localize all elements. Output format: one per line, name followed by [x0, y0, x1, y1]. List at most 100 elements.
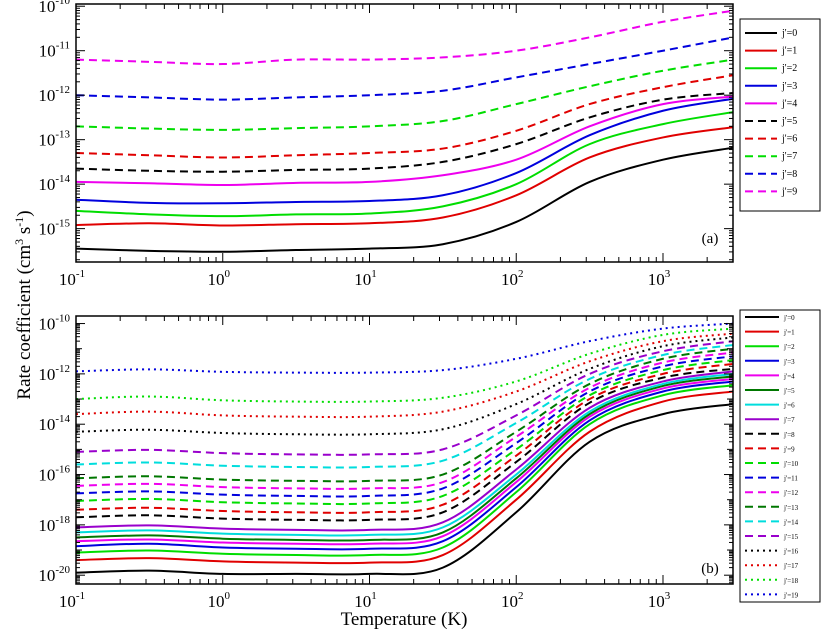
x-axis-label: Temperature (K)	[341, 609, 468, 630]
series-line-j-2	[76, 384, 733, 557]
legend-label: j'=15	[783, 533, 799, 541]
series-line-j-5	[76, 92, 733, 173]
series-line-j-0	[76, 146, 733, 253]
x-tick-label: 102	[501, 590, 524, 611]
series-line-j-5	[76, 375, 733, 542]
y-axis-label-sup2: -1	[12, 217, 26, 227]
legend-label: j'=2	[781, 63, 797, 74]
legend-label: j'=9	[783, 445, 795, 453]
series-line-j-18	[76, 327, 733, 403]
series-line-j-11	[76, 355, 733, 498]
legend-box	[739, 309, 821, 603]
x-tick-label: 101	[354, 590, 377, 611]
y-tick-label: 10-11	[39, 40, 70, 61]
series-line-j-1	[76, 126, 733, 227]
legend-label: j'=13	[783, 504, 799, 512]
series-line-j-3	[76, 380, 733, 551]
legend-label: j'=1	[783, 329, 795, 337]
plot-frame	[75, 3, 734, 263]
y-axis-label: Rate coefficient (cm3 s-1)	[12, 210, 35, 399]
panel-tag: (b)	[701, 561, 719, 577]
legend-label: j'=3	[781, 81, 797, 92]
series-line-j-1	[76, 390, 733, 565]
legend: j'=0 j'=1 j'=2 j'=3 j'=4 j'=5 j'=6 j'=7 j'=8 j'=9…	[739, 309, 821, 603]
y-tick-label: 10-14	[38, 173, 70, 194]
legend-label: j'=6	[781, 134, 797, 145]
x-tick-label: 101	[354, 268, 377, 289]
legend-label: j'=8	[783, 431, 795, 439]
x-tick-label: 103	[648, 590, 671, 611]
series-line-j-19	[76, 322, 733, 374]
series-line-j-3	[76, 97, 733, 205]
series-line-j-17	[76, 332, 733, 419]
legend-label: j'=4	[783, 372, 795, 380]
legend-label: j'=4	[781, 98, 797, 109]
y-tick-label: 10-16	[38, 464, 70, 485]
series-line-j-15	[76, 340, 733, 456]
legend-label: j'=5	[781, 116, 797, 127]
series-line-j-13	[76, 347, 733, 483]
legend-label: j'=9	[781, 186, 797, 197]
y-axis-label-base: Rate coefficient (cm	[14, 245, 35, 400]
y-tick-label: 10-13	[38, 129, 70, 150]
series-line-j-9	[76, 362, 733, 514]
y-tick-label: 10-12	[38, 84, 70, 105]
legend-label: j'=19	[783, 591, 799, 599]
y-axis-label-mid: s	[14, 227, 35, 239]
series-group	[76, 322, 733, 576]
x-tick-label: 10-1	[59, 268, 85, 289]
legend-label: j'=6	[783, 402, 795, 410]
series-line-j-7	[76, 370, 733, 532]
x-tick-label: 102	[501, 268, 524, 289]
y-tick-label: 10-15	[38, 218, 70, 239]
series-line-j-6	[76, 372, 733, 537]
x-tick-label: 100	[207, 268, 230, 289]
y-tick-label: 10-18	[38, 514, 70, 535]
legend-label: j'=8	[781, 169, 797, 180]
series-line-j-16	[76, 336, 733, 436]
legend-label: j'=7	[783, 416, 795, 424]
legend-label: j'=14	[783, 518, 799, 526]
legend-label: j'=11	[783, 475, 798, 483]
y-tick-label: 10-12	[38, 363, 70, 384]
legend-label: j'=18	[783, 577, 799, 585]
y-axis-label-end: )	[14, 210, 35, 216]
legend-label: j'=17	[783, 562, 799, 570]
legend-label: j'=0	[783, 314, 795, 322]
series-line-j-8	[76, 367, 733, 522]
series-group	[76, 9, 733, 253]
y-tick-label: 10-20	[38, 564, 70, 585]
legend-label: j'=7	[781, 151, 797, 162]
y-tick-label: 10-10	[38, 0, 70, 16]
y-axis-label-sup1: 3	[12, 239, 26, 245]
legend-box	[739, 18, 821, 212]
y-tick-label: 10-10	[38, 313, 70, 334]
legend-label: j'=0	[781, 28, 797, 39]
panel-a: 10-1 100 101 102 103 10-15 10-14 10-13 10-12 10-1…	[38, 0, 821, 289]
legend-label: j'=12	[783, 489, 799, 497]
legend-label: j'=2	[783, 343, 795, 351]
series-line-j-4	[76, 377, 733, 546]
legend: j'=0 j'=1 j'=2 j'=3 j'=4 j'=5 j'=6 j'=7 j'=8 j'=9	[739, 18, 821, 212]
x-tick-label: 100	[207, 590, 230, 611]
panel-b: 10-1 100 101 102 103 10-20 10-18 10-16 10-14 10-1…	[38, 309, 821, 611]
series-line-j-9	[76, 9, 733, 66]
series-line-j-2	[76, 111, 733, 218]
y-tick-label: 10-14	[38, 413, 70, 434]
series-line-j-6	[76, 74, 733, 159]
legend-label: j'=16	[783, 548, 799, 556]
series-line-j-10	[76, 359, 733, 506]
series-line-j-0	[76, 403, 733, 576]
series-line-j-14	[76, 343, 733, 469]
plot-frame	[75, 315, 734, 585]
panel-tag: (a)	[702, 231, 719, 247]
x-tick-label: 103	[648, 268, 671, 289]
legend-label: j'=5	[783, 387, 795, 395]
series-line-j-7	[76, 58, 733, 131]
series-line-j-12	[76, 351, 733, 490]
series-line-j-4	[76, 95, 733, 187]
x-tick-label: 10-1	[59, 590, 85, 611]
legend-label: j'=1	[781, 46, 797, 57]
legend-label: j'=10	[783, 460, 799, 468]
